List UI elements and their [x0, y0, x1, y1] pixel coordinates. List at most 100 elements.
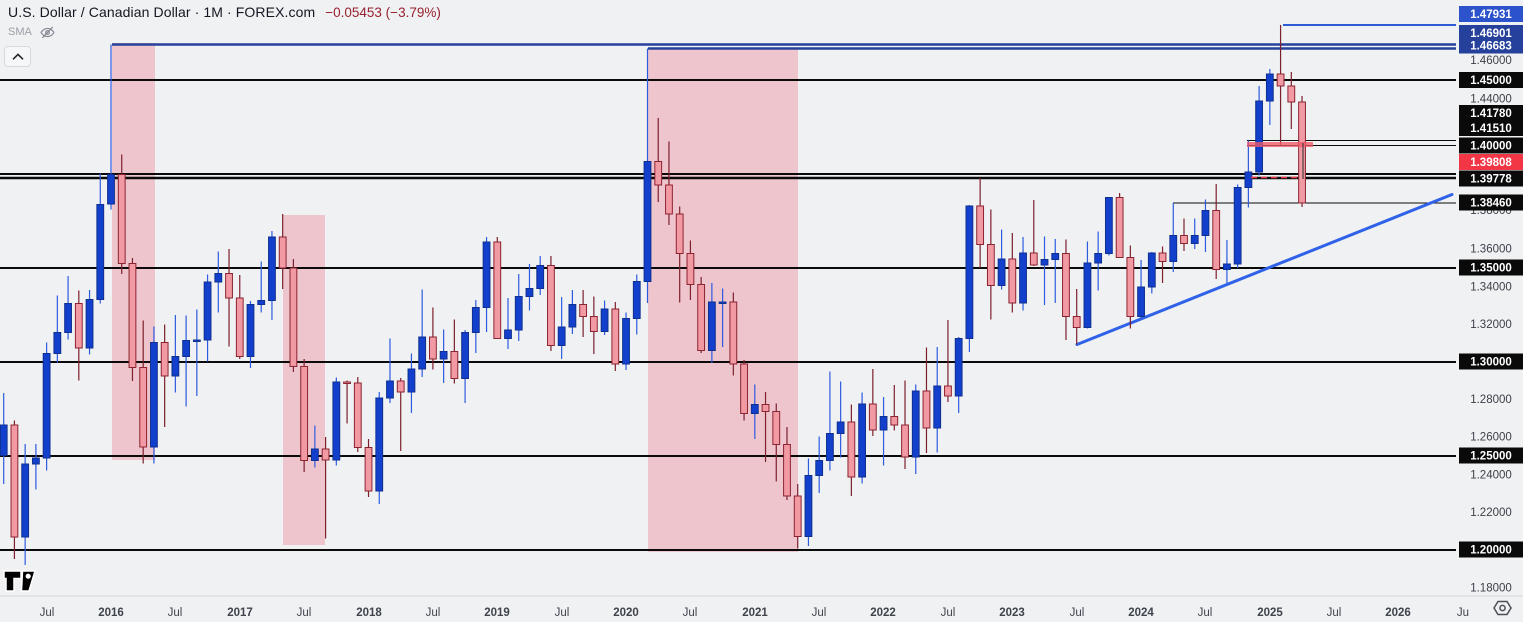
price-tick-label: 1.46000	[1470, 55, 1512, 67]
candle-body	[407, 368, 416, 393]
candle-body	[192, 339, 201, 342]
price-level-label: 1.39808	[1470, 157, 1512, 169]
candle-body	[901, 424, 909, 458]
price-tick-label: 1.32000	[1470, 319, 1512, 331]
tradingview-logo[interactable]	[20, 570, 37, 592]
candle-body	[268, 236, 276, 301]
candle-body	[954, 338, 963, 397]
price-axis[interactable]	[1456, 0, 1523, 596]
time-axis-label: Jul	[812, 607, 827, 619]
price-tick-label: 1.28000	[1470, 394, 1512, 406]
time-axis-label: Jul	[1070, 607, 1085, 619]
candle-body	[1223, 263, 1231, 270]
candle-body	[171, 356, 180, 377]
candle-body	[514, 296, 523, 331]
time-axis-label: 2022	[870, 607, 896, 619]
candle-body	[21, 463, 30, 538]
candle-body	[160, 342, 169, 377]
candle-body	[257, 300, 266, 305]
candle-body	[1029, 252, 1038, 266]
candle-body	[1137, 286, 1145, 317]
collapse-indicators-button[interactable]	[4, 46, 31, 67]
candle-body	[600, 308, 609, 332]
time-axis-label: 2018	[356, 607, 382, 619]
candle-body	[847, 421, 856, 478]
candle-body	[654, 161, 663, 186]
candle-body	[1126, 257, 1135, 317]
candle-body	[85, 299, 94, 349]
candle-body	[386, 380, 394, 399]
candle-body	[1276, 73, 1285, 87]
candle-body	[579, 304, 588, 317]
price-level-label: 1.39778	[1470, 174, 1512, 186]
price-change: −0.05453 (−3.79%)	[325, 5, 441, 20]
time-axis-label: 2017	[227, 607, 253, 619]
price-level-label: 1.30000	[1470, 357, 1512, 369]
candle-body	[675, 213, 684, 254]
candle-body	[890, 416, 899, 426]
price-label-box	[1459, 105, 1523, 121]
candle-body	[793, 495, 802, 537]
candle-body	[1094, 253, 1103, 264]
time-axis-label: Jul	[168, 607, 183, 619]
chart-header: U.S. Dollar / Canadian Dollar · 1M · FOR…	[4, 4, 441, 67]
ascending-trendline[interactable]	[1075, 193, 1454, 346]
candle-body	[1255, 100, 1264, 173]
candle-body	[439, 351, 448, 360]
scale-settings-icon[interactable]	[1493, 600, 1512, 616]
time-axis-label: Jul	[941, 607, 956, 619]
candle-body	[1158, 252, 1167, 262]
candle-body	[750, 404, 759, 414]
indicator-row-sma[interactable]: SMA	[8, 24, 441, 40]
symbol-title[interactable]: U.S. Dollar / Canadian Dollar · 1M · FOR…	[8, 4, 316, 20]
candle-body	[632, 281, 641, 319]
price-level-label: 1.41510	[1470, 123, 1512, 135]
candle-body	[868, 403, 877, 431]
candle-body	[364, 447, 373, 492]
price-label-box	[1459, 154, 1523, 170]
price-label-box	[1459, 194, 1523, 211]
candle-body	[815, 460, 824, 476]
candle-body	[117, 174, 126, 264]
candle-body	[665, 184, 673, 215]
candle-body	[826, 433, 834, 461]
candle-body	[471, 307, 480, 333]
candle-body	[235, 297, 244, 357]
price-level-label: 1.20000	[1470, 545, 1512, 557]
eye-off-icon[interactable]	[39, 25, 56, 40]
candle-body	[1115, 197, 1124, 258]
price-tick-label: 1.36000	[1470, 244, 1512, 256]
tradingview-logo[interactable]	[3, 570, 22, 592]
candle-body	[96, 204, 105, 300]
candle-body	[310, 448, 319, 461]
indicator-label[interactable]: SMA	[8, 26, 32, 38]
candle-body	[225, 273, 233, 299]
candle-body	[525, 288, 534, 297]
price-label-box	[1459, 170, 1523, 187]
candle-body	[1287, 85, 1296, 103]
time-axis[interactable]	[0, 596, 1523, 622]
candle-body	[568, 304, 577, 328]
price-level-label: 1.40000	[1470, 141, 1512, 153]
candle-body	[718, 301, 727, 304]
time-axis-label: 2021	[742, 607, 768, 619]
tradingview-logo-dot	[25, 573, 31, 579]
candle-body	[944, 385, 952, 397]
candle-body	[611, 308, 620, 365]
candle-body	[107, 174, 115, 205]
candle-body	[300, 366, 309, 461]
candle-body	[643, 161, 652, 282]
candle-body	[772, 411, 781, 445]
scale-settings-icon-dot	[1499, 604, 1506, 612]
time-axis-label: Jul	[297, 607, 312, 619]
time-axis-label: 2026	[1385, 607, 1411, 619]
candle-body	[10, 424, 19, 538]
candle-body	[139, 367, 148, 448]
price-level-label: 1.47931	[1470, 9, 1512, 21]
candle-body	[622, 318, 630, 365]
candle-body	[997, 258, 1006, 286]
candle-body	[493, 241, 502, 339]
candle-body	[203, 281, 212, 341]
candle-body	[375, 397, 384, 492]
